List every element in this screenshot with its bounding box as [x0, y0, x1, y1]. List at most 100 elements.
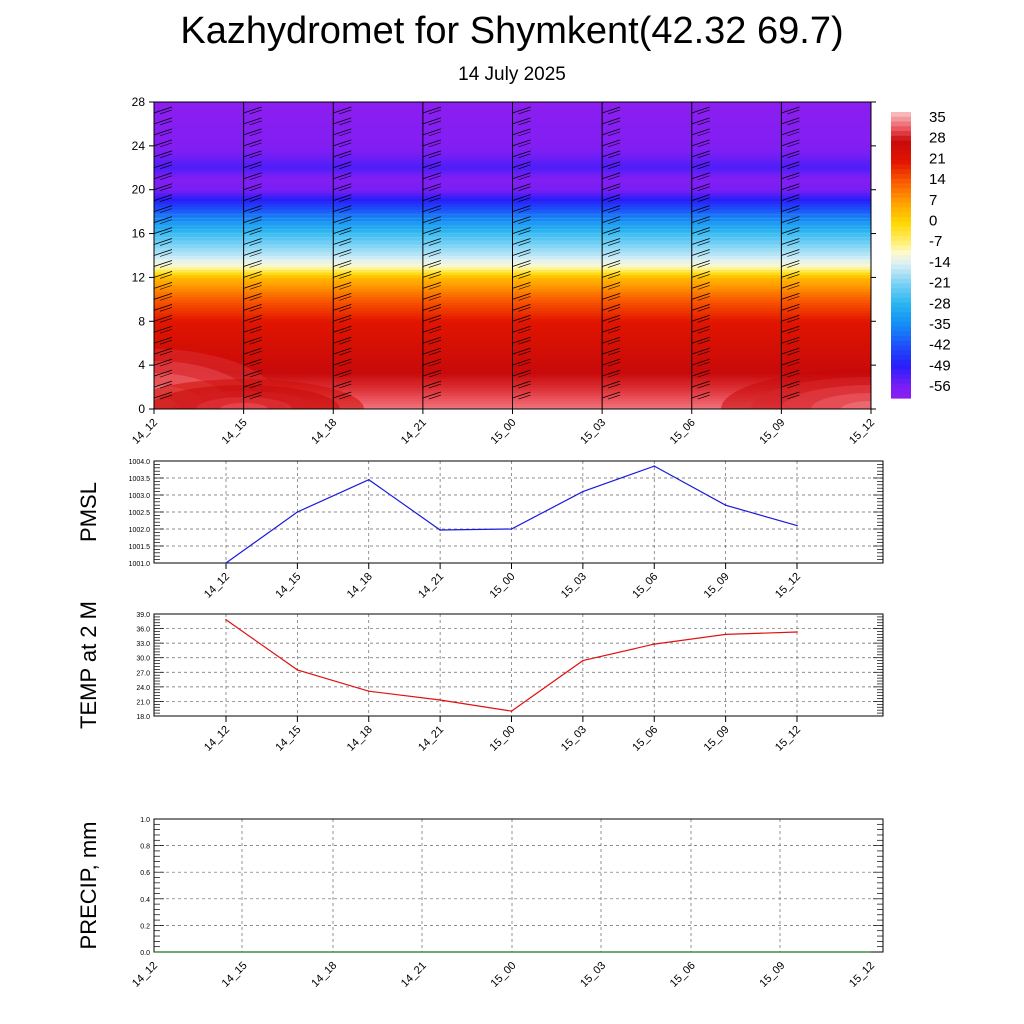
- wind-barb-flag: [870, 255, 871, 256]
- wind-barb-flag: [243, 347, 262, 355]
- wind-barb-flag: [691, 128, 710, 136]
- wind-barb-flag: [154, 183, 173, 191]
- wind-barb-flag: [608, 383, 621, 389]
- colorbar-segment: [891, 369, 911, 375]
- colorbar-segment: [891, 274, 911, 280]
- wind-barb-flag: [422, 347, 442, 355]
- wind-barb-flag: [428, 263, 441, 268]
- wind-barb-flag: [154, 292, 173, 300]
- series-point: [510, 710, 513, 712]
- wind-barb-flag: [608, 318, 621, 323]
- wind-barb-flag: [333, 303, 352, 311]
- wind-barb-flag: [339, 219, 352, 224]
- wind-barb-flag: [159, 131, 173, 137]
- wind-barb-flag: [518, 252, 531, 257]
- wind-barb-flag: [333, 161, 352, 169]
- wind-barb-flag: [691, 249, 710, 256]
- series-point: [439, 529, 441, 531]
- wind-barb-flag: [518, 372, 531, 378]
- wind-barb-flag: [339, 208, 352, 213]
- wind-barb-flag: [787, 219, 800, 224]
- colorbar-segment: [891, 216, 911, 223]
- wind-barb-flag: [781, 183, 800, 191]
- colorbar-label: -56: [929, 378, 951, 395]
- wind-barb-flag: [422, 314, 442, 322]
- wind-barb-flag: [870, 156, 871, 157]
- wind-barb-flag: [787, 339, 800, 345]
- wind-barb-flag: [154, 238, 173, 245]
- wind-barb-flag: [877, 209, 889, 213]
- wind-barb-flag: [877, 121, 889, 125]
- wind-barb-flag: [691, 205, 710, 213]
- wind-barb-flag: [697, 241, 710, 246]
- wind-barb-flag: [249, 285, 262, 290]
- wind-barb-flag: [333, 347, 352, 355]
- wind-barb-column: [780, 102, 800, 409]
- colorbar-segment: [891, 331, 911, 337]
- wind-barb-flag: [691, 139, 710, 147]
- wind-barb-flag: [428, 241, 441, 246]
- y-tick-label: 12: [132, 270, 146, 284]
- wind-barb-flag: [691, 292, 710, 300]
- wind-barb-flag: [422, 139, 442, 147]
- wind-barb-flag: [781, 139, 800, 147]
- wind-barb-flag: [512, 117, 531, 125]
- wind-barb-flag: [601, 117, 621, 125]
- wind-barb-flag: [870, 244, 871, 245]
- wind-barb-flag: [870, 134, 871, 135]
- wind-barb-flag: [249, 383, 262, 389]
- wind-barb-flag: [691, 238, 710, 245]
- wind-barb-flag: [243, 271, 262, 278]
- colorbar-segment: [891, 364, 911, 370]
- wind-barb-flag: [512, 161, 531, 169]
- wind-barb-flag: [691, 358, 710, 366]
- wind-barb-flag: [870, 364, 871, 366]
- wind-barb-flag: [159, 208, 173, 213]
- colorbar-segment: [891, 340, 911, 347]
- colorbar-segment: [891, 235, 911, 242]
- colorbar-segment: [891, 116, 911, 123]
- wind-barb-flag: [601, 369, 621, 377]
- wind-barb-column: [870, 102, 889, 409]
- series-point: [653, 643, 656, 645]
- wind-barb-flag: [691, 271, 710, 278]
- x-tick-label: 14_18: [309, 960, 339, 990]
- x-tick-label: 14_15: [273, 724, 303, 754]
- wind-barb-flag: [428, 109, 441, 115]
- series-point: [582, 659, 584, 662]
- wind-barb-flag: [601, 172, 621, 180]
- wind-barb-flag: [787, 394, 800, 400]
- wind-barb-flag: [339, 230, 352, 235]
- wind-barb-flag: [608, 142, 621, 148]
- x-tick-label: 15_00: [488, 571, 518, 601]
- series-point: [796, 631, 798, 633]
- colorbar-label: -7: [929, 233, 942, 250]
- colorbar-segment: [891, 321, 911, 328]
- wind-barb-flag: [781, 238, 800, 245]
- wind-barb-flag: [512, 260, 531, 267]
- wind-barb-flag: [333, 205, 352, 213]
- temp-panel: 18.0 21.0 24.0 27.0 30.0 33.0 36.0 39.0 14_12 14_…: [76, 601, 884, 754]
- wind-barb-flag: [877, 373, 889, 377]
- wind-barb-flag: [249, 263, 262, 268]
- wind-barb-flag: [601, 336, 621, 344]
- x-tick-label: 14_15: [220, 417, 250, 447]
- wind-barb-flag: [781, 314, 800, 322]
- wind-barb-flag: [691, 282, 710, 289]
- colorbar-segment: [891, 231, 911, 237]
- wind-barb-flag: [333, 249, 352, 256]
- wind-barb-flag: [691, 347, 710, 355]
- wind-barb-flag: [697, 142, 710, 148]
- wind-barb-flag: [512, 183, 531, 191]
- wind-barb-flag: [154, 303, 173, 311]
- wind-barb-flag: [608, 285, 621, 290]
- heatmap-field: [154, 102, 889, 409]
- wind-barb-flag: [249, 230, 262, 235]
- wind-barb-flag: [512, 369, 531, 377]
- colorbar-segment: [891, 316, 911, 323]
- wind-barb-flag: [249, 296, 262, 301]
- wind-barb-flag: [154, 106, 173, 114]
- wind-barb-flag: [512, 194, 531, 202]
- wind-barb-flag: [691, 369, 710, 377]
- wind-barb-flag: [154, 139, 173, 147]
